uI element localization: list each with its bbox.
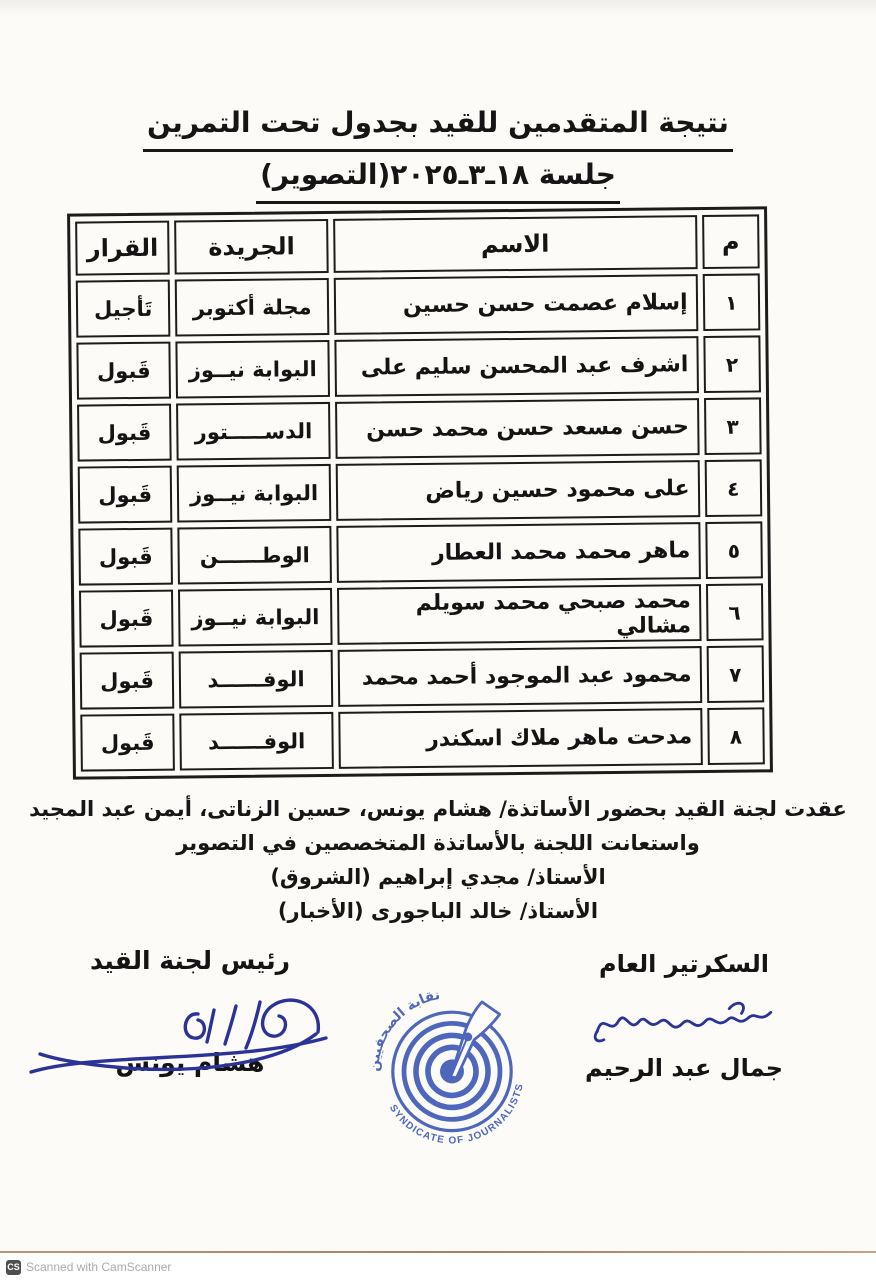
stamp-arabic-text: نقابة الصحفيين	[354, 987, 451, 1075]
committee-head-title: رئيس لجنة القيد	[89, 946, 291, 975]
syndicate-of-journalists-stamp-image: نقابة الصحفيين SYNDICATE OF JOURNALISTS	[354, 987, 535, 1158]
notes-line-3: الأستاذ/ مجدي إبراهيم (الشروق)	[270, 865, 606, 889]
notes-line-2: واستعانت اللجنة بالأساتذة المتخصصين في ا…	[176, 831, 700, 855]
cell-decision: قَبول	[76, 341, 172, 400]
table-row: ٢ اشرف عبد المحسن سليم على البوابة نيــو…	[76, 335, 761, 400]
cell-newspaper: البوابة نيــوز	[176, 463, 332, 523]
cell-newspaper: الوفــــــد	[179, 711, 334, 771]
secretary-general-signature-image	[593, 1001, 773, 1043]
table-row: ٣ حسن مسعد حسن محمد حسن الدســـــتور قَب…	[77, 397, 762, 462]
cell-name: على محمود حسين رياض	[335, 460, 700, 521]
cell-newspaper: الوطــــــن	[177, 525, 332, 585]
cell-decision: قَبول	[79, 589, 174, 648]
table-row: ٥ ماهر محمد محمد العطار الوطــــــن قَبو…	[78, 521, 763, 586]
cell-decision: قَبول	[77, 403, 172, 462]
cell-decision: تَأجيل	[75, 279, 171, 338]
secretary-general-title: السكرتير العام	[598, 950, 770, 978]
cell-number: ٤	[704, 459, 763, 518]
header-cell-decision: القرار	[75, 220, 170, 276]
cell-decision: قَبول	[77, 465, 173, 524]
camscanner-watermark: CS Scanned with CamScanner	[6, 1259, 171, 1275]
scanned-document-page: نتيجة المتقدمين للقيد بجدول تحت التمرين …	[0, 0, 876, 1172]
cell-number: ١	[702, 273, 761, 332]
cell-decision: قَبول	[79, 651, 175, 710]
cell-newspaper: البوابة نيــوز	[175, 339, 330, 399]
svg-text:نقابة الصحفيين: نقابة الصحفيين	[372, 988, 451, 1075]
registration-committee-head-signature-block: رئيس لجنة القيد هشام يونس	[29, 946, 340, 1106]
results-table: م الاسم الجريدة القرار ١ إسلام عصمت حسن …	[67, 206, 773, 780]
title-line-1-text: نتيجة المتقدمين للقيد بجدول تحت التمرين	[143, 100, 733, 152]
table-row: ٤ على محمود حسين رياض البوابة نيــوز قَب…	[77, 459, 763, 524]
signature-section: السكرتير العام جمال عبد الرحيم	[0, 942, 876, 1172]
cell-newspaper: الدســـــتور	[176, 401, 331, 461]
cell-name: إسلام عصمت حسن حسين	[333, 274, 698, 335]
cell-newspaper: البوابة نيــوز	[178, 587, 333, 647]
table-row: ٧ محمود عبد الموجود أحمد محمد الوفــــــ…	[79, 645, 765, 710]
camscanner-text: Scanned with CamScanner	[26, 1260, 172, 1274]
notes-line-1: عقدت لجنة القيد بحضور الأساتذة/ هشام يون…	[29, 797, 847, 821]
cell-number: ٧	[706, 645, 765, 704]
cell-number: ٦	[705, 583, 764, 642]
paper-edge-line	[0, 1251, 876, 1253]
syndicate-stamp: نقابة الصحفيين SYNDICATE OF JOURNALISTS	[354, 987, 535, 1158]
cell-number: ٥	[704, 521, 763, 580]
title-line-2-text: جلسة ١٨ـ٣ـ٢٠٢٥(التصوير)	[256, 152, 620, 204]
results-table-wrapper: م الاسم الجريدة القرار ١ إسلام عصمت حسن …	[67, 206, 773, 780]
cell-newspaper: الوفــــــد	[178, 649, 334, 709]
header-cell-name: الاسم	[333, 215, 698, 273]
document-title: نتيجة المتقدمين للقيد بجدول تحت التمرين …	[0, 100, 876, 204]
cell-name: محمد صبحي محمد سويلم مشالي	[336, 584, 702, 645]
pen-nib-icon	[449, 1000, 502, 1080]
cell-name: مدحت ماهر ملاك اسكندر	[338, 708, 703, 769]
notes-line-4: الأستاذ/ خالد الباجورى (الأخبار)	[277, 899, 599, 923]
table-header-row: م الاسم الجريدة القرار	[75, 214, 760, 276]
table-row: ١ إسلام عصمت حسن حسين مجلة أكتوبر تَأجيل	[75, 273, 761, 338]
cell-number: ٣	[703, 397, 762, 456]
cell-decision: قَبول	[78, 527, 174, 586]
committee-notes: عقدت لجنة القيد بحضور الأساتذة/ هشام يون…	[0, 792, 876, 928]
cell-number: ٢	[703, 335, 761, 394]
header-cell-newspaper: الجريدة	[174, 218, 329, 275]
title-line-2: جلسة ١٨ـ٣ـ٢٠٢٥(التصوير)	[0, 152, 876, 204]
cell-name: محمود عبد الموجود أحمد محمد	[337, 646, 702, 707]
table-row: ٨ مدحت ماهر ملاك اسكندر الوفــــــد قَبو…	[80, 707, 765, 772]
cell-name: اشرف عبد المحسن سليم على	[334, 336, 699, 397]
cell-number: ٨	[706, 707, 765, 766]
secretary-general-name: جمال عبد الرحيم	[584, 1054, 784, 1082]
cell-name: حسن مسعد حسن محمد حسن	[334, 398, 700, 459]
cell-decision: قَبول	[80, 713, 176, 772]
table-row: ٦ محمد صبحي محمد سويلم مشالي البوابة نيـ…	[79, 583, 764, 648]
cell-newspaper: مجلة أكتوبر	[175, 277, 330, 337]
header-cell-number: م	[701, 214, 760, 270]
title-line-1: نتيجة المتقدمين للقيد بجدول تحت التمرين	[0, 100, 876, 152]
camscanner-icon: CS	[6, 1259, 21, 1275]
secretary-general-signature-block: السكرتير العام جمال عبد الرحيم	[578, 950, 790, 1082]
committee-head-signature-image	[29, 998, 328, 1074]
cell-name: ماهر محمد محمد العطار	[336, 522, 701, 583]
